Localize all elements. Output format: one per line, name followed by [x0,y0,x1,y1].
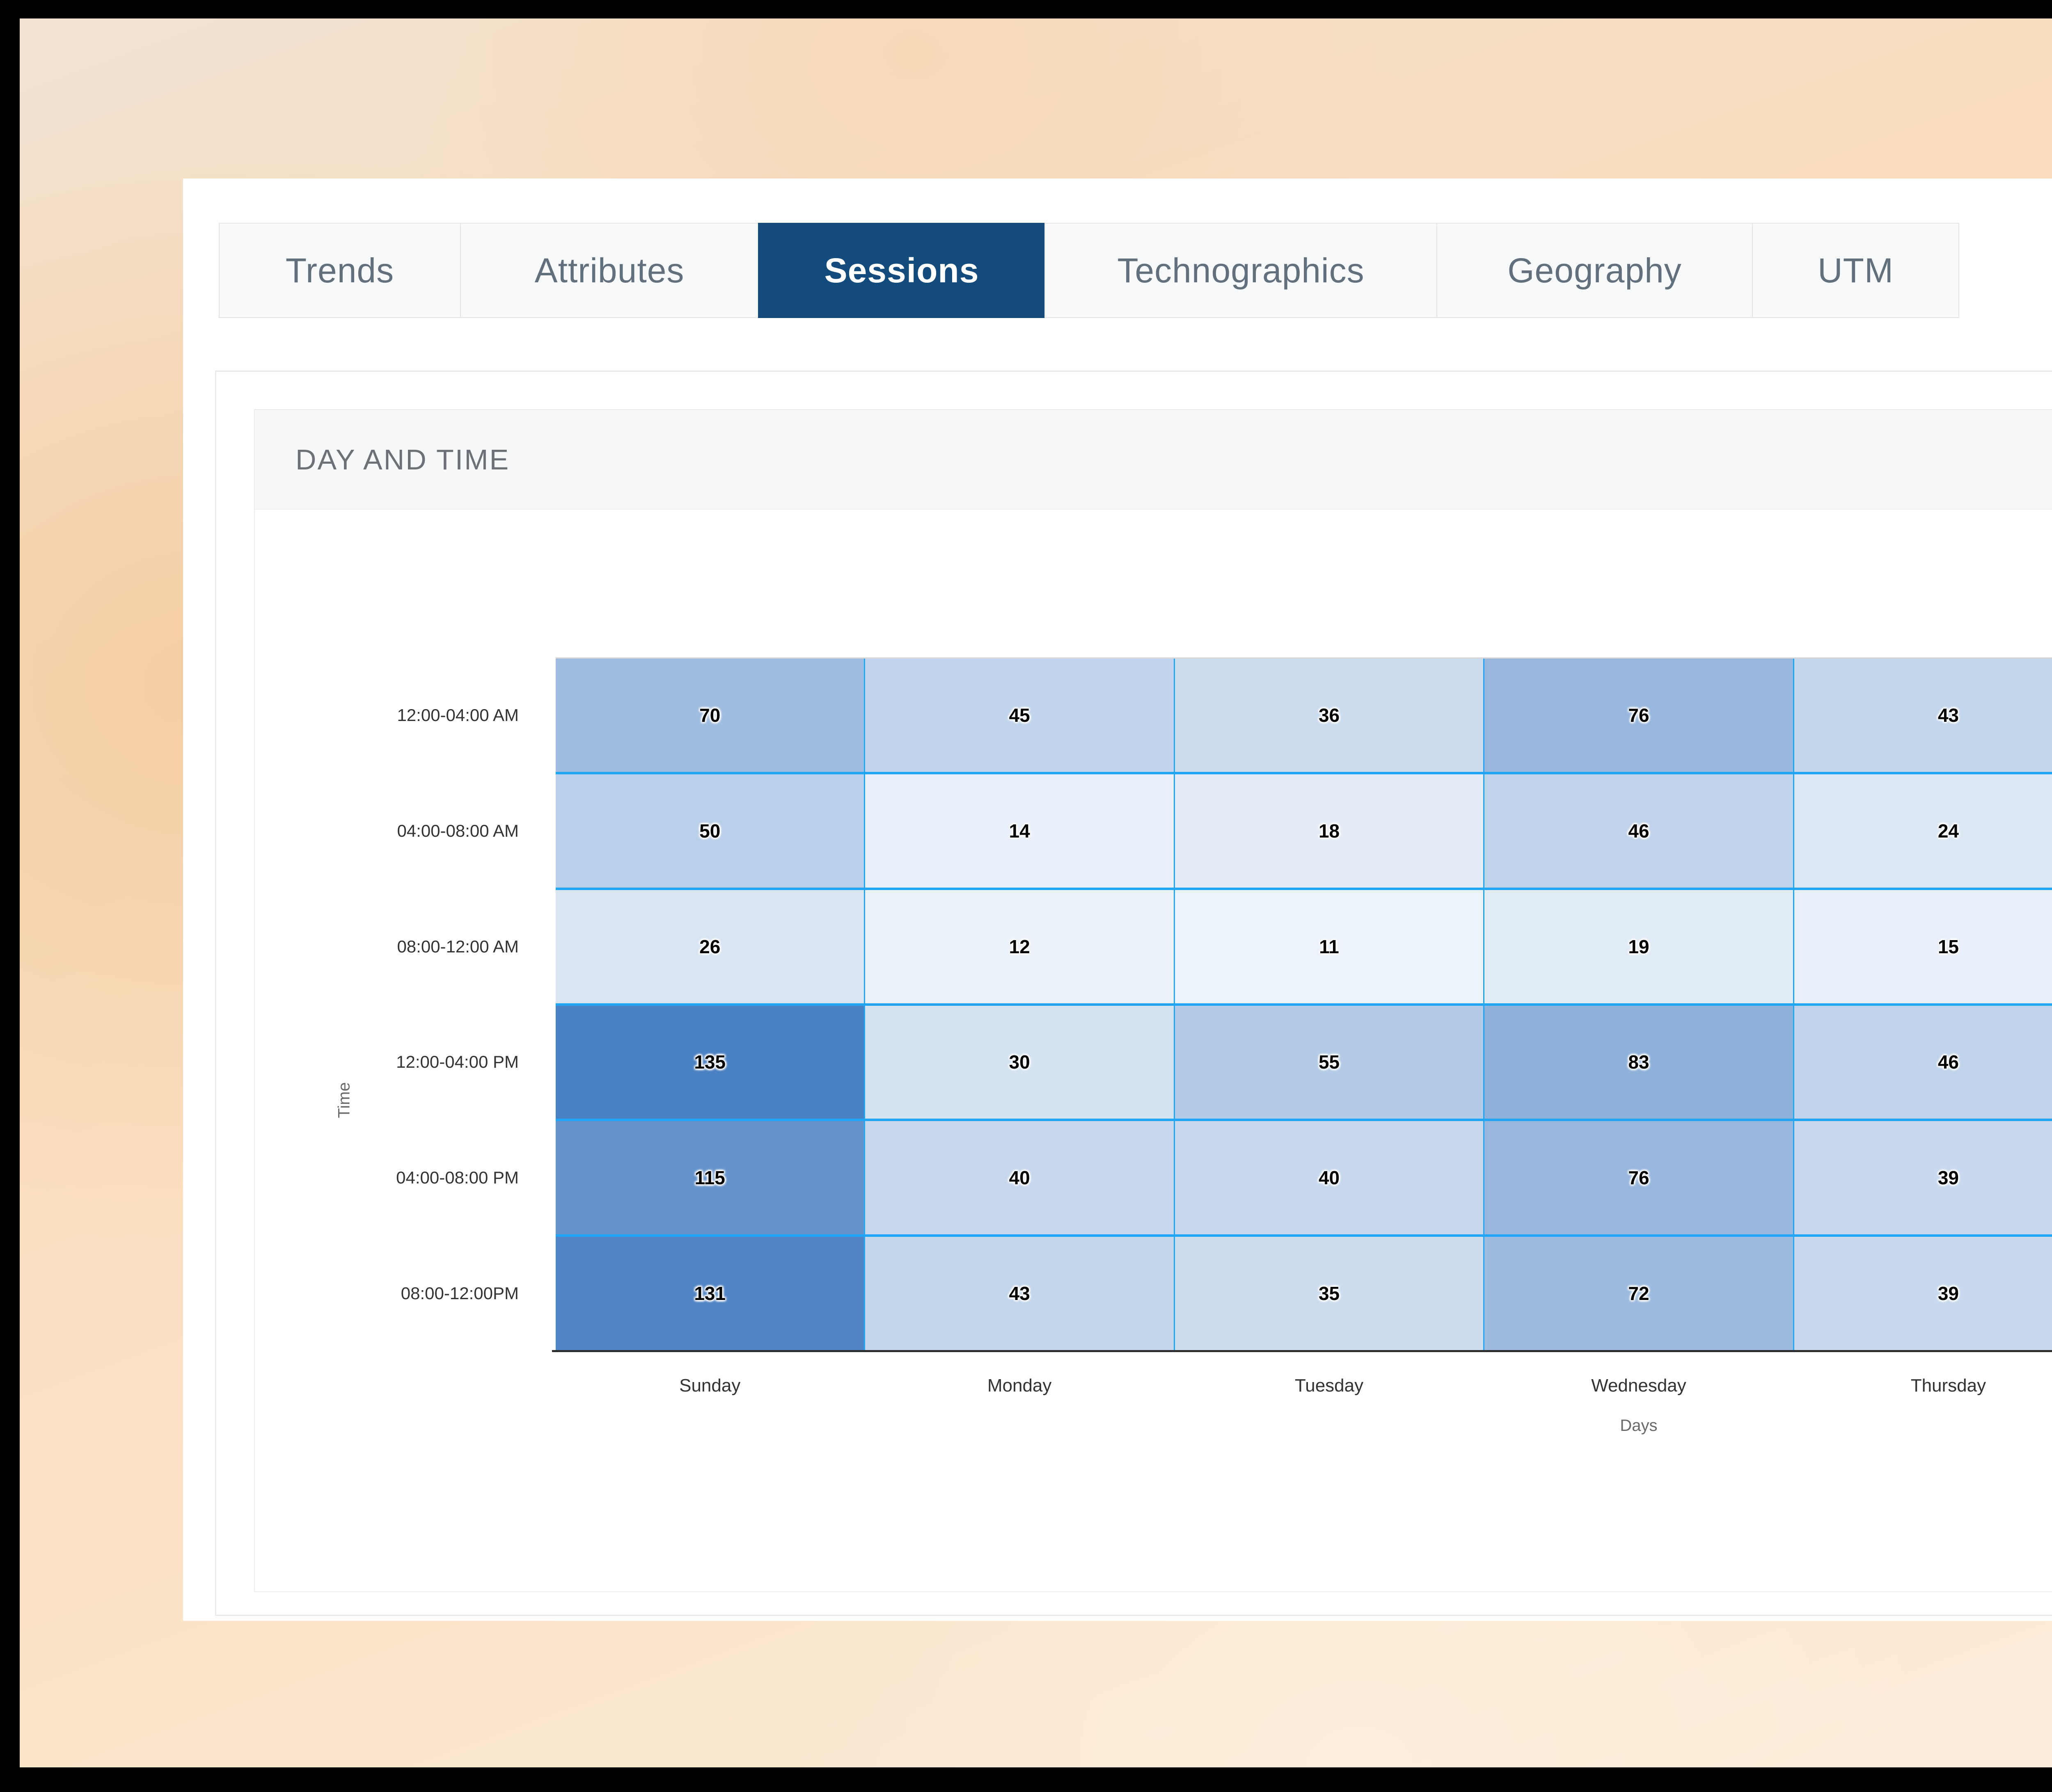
heatmap-cell[interactable]: 135 [556,1005,864,1119]
y-axis-tick-label: 04:00-08:00 PM [396,1168,519,1188]
heatmap-cell[interactable]: 40 [1175,1121,1484,1235]
cell-value-label: 46 [1628,820,1649,842]
tab-label: UTM [1818,251,1894,290]
heatmap-cell[interactable]: 50 [556,774,864,888]
x-axis-tick-label: Sunday [679,1375,741,1396]
cell-value-label: 40 [1009,1167,1030,1189]
x-axis-line [552,1350,2052,1352]
heatmap-cell[interactable]: 26 [556,890,864,1003]
cell-value-label: 50 [699,820,721,842]
cell-value-label: 55 [1318,1051,1340,1073]
cell-value-label: 19 [1628,936,1649,957]
tab-label: Trends [285,251,394,290]
heatmap-cell[interactable]: 43 [1794,659,2052,772]
cell-value-label: 14 [1009,820,1030,842]
cell-value-label: 39 [1937,1167,1959,1189]
x-axis-title: Days [1620,1417,1658,1435]
content-page: Trends Attributes Sessions Technographics Ge… [183,179,2052,1621]
heatmap-cell[interactable]: 39 [1794,1237,2052,1350]
cell-value-label: 15 [1937,936,1959,957]
tab-technographics[interactable]: Technographics [1044,223,1437,318]
cell-value-label: 115 [694,1167,725,1189]
cell-value-label: 135 [694,1051,726,1073]
tab-label: Sessions [824,251,979,290]
heatmap-cell[interactable]: 15 [1794,890,2052,1003]
cell-value-label: 39 [1937,1283,1959,1305]
day-time-heatmap: 7045367643361145014184624187526121119151… [255,510,2052,1591]
cell-value-label: 76 [1628,1167,1649,1189]
heatmap-cell[interactable]: 24 [1794,774,2052,888]
heatmap-cell[interactable]: 115 [556,1121,864,1235]
cell-value-label: 30 [1009,1051,1030,1073]
panel-title: DAY AND TIME [295,443,510,476]
heatmap-grid: 7045367643361145014184624187526121119151… [556,659,2052,1350]
heatmap-cell[interactable]: 35 [1175,1237,1484,1350]
cell-value-label: 76 [1628,704,1649,726]
cell-value-label: 43 [1937,704,1959,726]
cell-value-label: 72 [1628,1283,1649,1305]
heatmap-cell[interactable]: 19 [1484,890,1793,1003]
cell-value-label: 45 [1009,704,1030,726]
tab-label: Technographics [1117,251,1365,290]
cell-value-label: 18 [1318,820,1340,842]
y-axis-tick-label: 12:00-04:00 AM [397,705,519,725]
panel-header: DAY AND TIME [255,410,2052,510]
cell-value-label: 24 [1937,820,1959,842]
cell-value-label: 46 [1937,1051,1959,1073]
heatmap-cell[interactable]: 30 [865,1005,1174,1119]
heatmap-cell[interactable]: 40 [865,1121,1174,1235]
tab-trends[interactable]: Trends [219,223,461,318]
heatmap-cell[interactable]: 46 [1794,1005,2052,1119]
x-axis-tick-label: Wednesday [1591,1375,1686,1396]
heatmap-cell[interactable]: 14 [865,774,1174,888]
y-axis-tick-label: 08:00-12:00PM [401,1284,519,1303]
cell-value-label: 83 [1628,1051,1649,1073]
tab-label: Geography [1507,251,1682,290]
heatmap-cell[interactable]: 11 [1175,890,1484,1003]
y-axis-title: Time [335,1082,353,1118]
tab-label: Attributes [534,251,685,290]
y-axis-tick-label: 12:00-04:00 PM [396,1052,519,1072]
heatmap-cell[interactable]: 18 [1175,774,1484,888]
y-axis-tick-label: 08:00-12:00 AM [397,936,519,956]
cell-value-label: 11 [1319,936,1339,957]
heatmap-cell[interactable]: 55 [1175,1005,1484,1119]
report-card: DAY AND TIME 704536764336114501418462418… [215,371,2052,1616]
tab-utm[interactable]: UTM [1752,223,1959,318]
x-axis-tick-label: Thursday [1910,1375,1986,1396]
tab-geography[interactable]: Geography [1436,223,1753,318]
y-axis-tick-label: 04:00-08:00 AM [397,821,519,840]
heatmap-cell[interactable]: 43 [865,1237,1174,1350]
heatmap-cell[interactable]: 46 [1484,774,1793,888]
heatmap-cell[interactable]: 131 [556,1237,864,1350]
heatmap-cell[interactable]: 76 [1484,1121,1793,1235]
x-axis-tick-label: Monday [987,1375,1052,1396]
cell-value-label: 26 [699,936,721,957]
cell-value-label: 43 [1009,1283,1030,1305]
cell-value-label: 70 [699,704,721,726]
tab-attributes[interactable]: Attributes [460,223,759,318]
analytics-tab-bar: Trends Attributes Sessions Technographics Ge… [219,223,1959,318]
heatmap-cell[interactable]: 39 [1794,1121,2052,1235]
x-axis-labels: SundayMondayTuesdayWednesdayThursdayFrid… [556,1373,2052,1398]
cell-value-label: 36 [1318,704,1340,726]
plot-top-border [556,657,2052,659]
heatmap-cell[interactable]: 83 [1484,1005,1793,1119]
cell-value-label: 35 [1318,1283,1340,1305]
heatmap-cell[interactable]: 12 [865,890,1174,1003]
heatmap-cell[interactable]: 36 [1175,659,1484,772]
heatmap-cell[interactable]: 70 [556,659,864,772]
heatmap-cell[interactable]: 72 [1484,1237,1793,1350]
day-and-time-panel: DAY AND TIME 704536764336114501418462418… [254,409,2052,1592]
tab-sessions[interactable]: Sessions [758,223,1045,318]
y-axis-labels: 12:00-04:00 AM 04:00-08:00 AM 08:00-12:00 … [255,659,519,1350]
cell-value-label: 131 [694,1283,726,1305]
cell-value-label: 40 [1318,1167,1340,1189]
heatmap-cell[interactable]: 45 [865,659,1174,772]
cell-value-label: 12 [1009,936,1030,957]
x-axis-tick-label: Tuesday [1294,1375,1364,1396]
heatmap-cell[interactable]: 76 [1484,659,1793,772]
